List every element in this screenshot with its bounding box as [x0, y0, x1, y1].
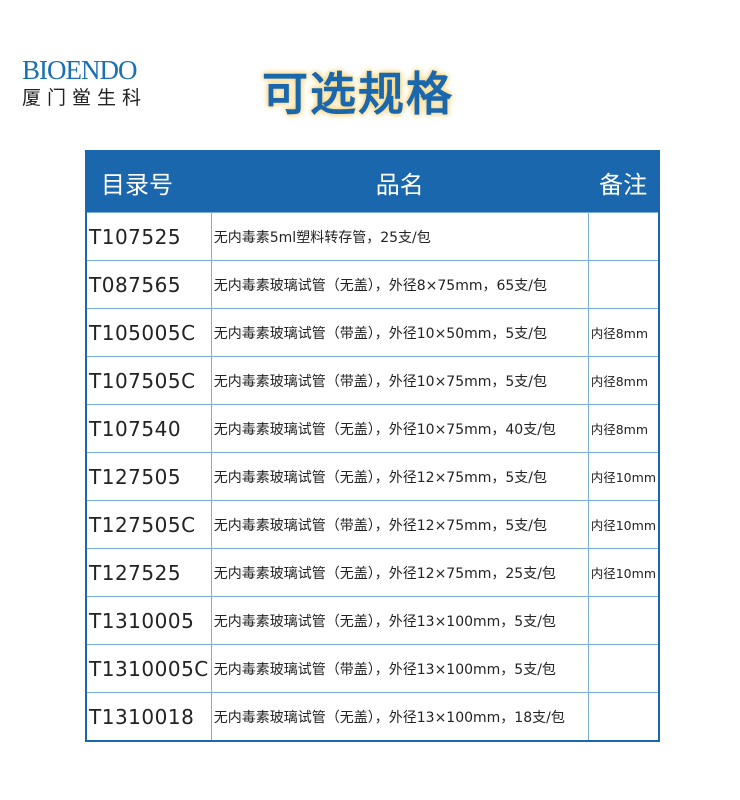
product-name-cell: 无内毒素玻璃试管（无盖），外径8×75mm，65支/包	[210, 260, 589, 309]
table-row: T107525 无内毒素5ml塑料转存管，25支/包	[85, 212, 660, 261]
note-cell: 内径8mm	[587, 356, 660, 405]
brand-logo: BIOENDO 厦门鲎生科	[22, 56, 147, 110]
table-row: T087565 无内毒素玻璃试管（无盖），外径8×75mm，65支/包	[85, 260, 660, 309]
note-cell	[587, 260, 660, 309]
logo-english: BIOENDO	[22, 55, 138, 85]
catalog-number-cell: T107525	[85, 212, 212, 261]
catalog-number-cell: T127505	[85, 452, 212, 501]
product-name-cell: 无内毒素玻璃试管（带盖），外径12×75mm，5支/包	[210, 500, 589, 549]
product-name-cell: 无内毒素玻璃试管（带盖），外径10×75mm，5支/包	[210, 356, 589, 405]
table-row: T127505C 无内毒素玻璃试管（带盖），外径12×75mm，5支/包 内径10m…	[85, 500, 660, 549]
note-cell: 内径10mm	[587, 500, 660, 549]
header-product-name: 品名	[211, 151, 589, 213]
product-name-cell: 无内毒素玻璃试管（无盖），外径10×75mm，40支/包	[210, 404, 589, 453]
product-name-cell: 无内毒素玻璃试管（无盖），外径13×100mm，18支/包	[210, 692, 589, 742]
table-row: T105005C 无内毒素玻璃试管（带盖），外径10×50mm，5支/包 内径8mm	[85, 308, 660, 357]
catalog-number-cell: T127505C	[85, 500, 212, 549]
product-name-cell: 无内毒素玻璃试管（无盖），外径13×100mm，5支/包	[210, 596, 589, 645]
table-row: T1310005C 无内毒素玻璃试管（带盖），外径13×100mm，5支/包	[85, 644, 660, 693]
note-cell	[587, 596, 660, 645]
product-name-cell: 无内毒素玻璃试管（无盖），外径12×75mm，25支/包	[210, 548, 589, 597]
catalog-number-cell: T087565	[85, 260, 212, 309]
table-row: T1310005 无内毒素玻璃试管（无盖），外径13×100mm，5支/包	[85, 596, 660, 645]
note-cell: 内径8mm	[587, 308, 660, 357]
catalog-number-cell: T1310005C	[85, 644, 212, 693]
catalog-number-cell: T1310018	[85, 692, 212, 742]
logo-chinese: 厦门鲎生科	[22, 87, 148, 109]
note-cell: 内径10mm	[587, 452, 660, 501]
product-name-cell: 无内毒素玻璃试管（无盖），外径12×75mm，5支/包	[210, 452, 589, 501]
catalog-number-cell: T107505C	[85, 356, 212, 405]
note-cell	[587, 644, 660, 693]
header-note: 备注	[588, 151, 659, 213]
catalog-number-cell: T1310005	[85, 596, 212, 645]
product-name-cell: 无内毒素玻璃试管（带盖），外径13×100mm，5支/包	[210, 644, 589, 693]
header-catalog-no: 目录号	[86, 151, 212, 213]
page-title: 可选规格	[262, 67, 454, 121]
catalog-number-cell: T105005C	[85, 308, 212, 357]
table-row: T127525 无内毒素玻璃试管（无盖），外径12×75mm，25支/包 内径10m…	[85, 548, 660, 597]
note-cell: 内径8mm	[587, 404, 660, 453]
spec-table: 目录号 品名 备注 T107525 无内毒素5ml塑料转存管，25支/包 T0875…	[85, 150, 660, 742]
note-cell	[587, 692, 660, 742]
catalog-number-cell: T127525	[85, 548, 212, 597]
table-header-row: 目录号 品名 备注	[86, 151, 659, 213]
note-cell	[587, 212, 660, 261]
catalog-number-cell: T107540	[85, 404, 212, 453]
note-cell: 内径10mm	[587, 548, 660, 597]
product-name-cell: 无内毒素5ml塑料转存管，25支/包	[210, 212, 589, 261]
table-row: T107505C 无内毒素玻璃试管（带盖），外径10×75mm，5支/包 内径8mm	[85, 356, 660, 405]
product-name-cell: 无内毒素玻璃试管（带盖），外径10×50mm，5支/包	[210, 308, 589, 357]
table-row: T107540 无内毒素玻璃试管（无盖），外径10×75mm，40支/包 内径8mm	[85, 404, 660, 453]
table-row: T127505 无内毒素玻璃试管（无盖），外径12×75mm，5支/包 内径10mm	[85, 452, 660, 501]
table-row: T1310018 无内毒素玻璃试管（无盖），外径13×100mm，18支/包	[85, 692, 660, 742]
